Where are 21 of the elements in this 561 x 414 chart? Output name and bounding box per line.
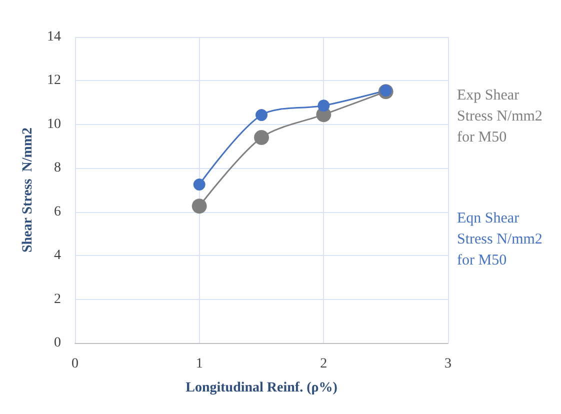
y-axis-title: Shear Stress N/mm2: [20, 127, 36, 253]
y-tick-label: 12: [47, 73, 61, 88]
y-tick-label: 14: [47, 30, 61, 44]
x-tick-label: 0: [72, 356, 78, 372]
point: [256, 109, 268, 122]
y-tick-label: 2: [54, 292, 61, 307]
text: Exp Shear Stress N/mm2 for M50: [457, 88, 546, 146]
point: [318, 100, 330, 112]
y-tick-label: 8: [54, 160, 61, 176]
x-axis-title: Longitudinal Reinf. (ρ%): [186, 380, 338, 396]
point: [192, 198, 207, 214]
y-tick-label: 6: [54, 204, 61, 220]
y-tick-label: 4: [54, 248, 61, 264]
x-tick-label: 2: [320, 356, 328, 372]
point: [254, 130, 269, 146]
y-tick-label: 10: [47, 116, 61, 132]
x-tick-label: 3: [444, 356, 452, 372]
point: [193, 178, 206, 191]
text: Eqn Shear Stress N/mm2 for M50: [457, 210, 546, 268]
x-tick-label: 1: [196, 356, 203, 372]
y-tick-label: 0: [54, 336, 61, 350]
